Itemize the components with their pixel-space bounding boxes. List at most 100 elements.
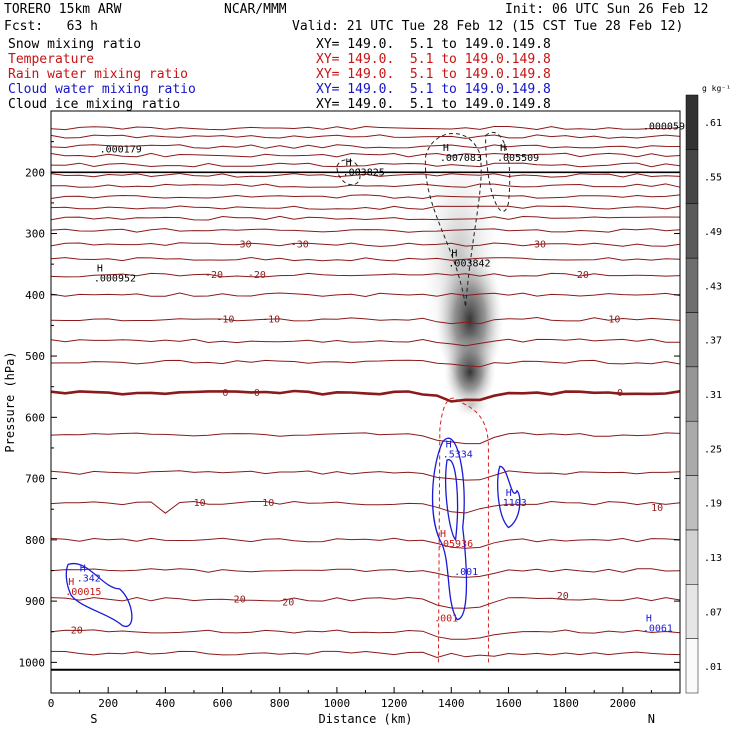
colorbar-label: .49 — [704, 227, 722, 238]
isotherm-line — [50, 272, 681, 278]
isotherm-label: -10 — [602, 314, 620, 325]
extremum-marker: H — [446, 440, 452, 451]
extremum-marker: H — [443, 143, 449, 154]
colorbar-label: .61 — [704, 118, 722, 129]
colorbar-cell — [685, 638, 699, 694]
x-tick-label: 600 — [213, 697, 233, 710]
extremum-marker: H — [646, 614, 652, 625]
x-tick-label: 200 — [98, 697, 118, 710]
isotherm-line — [50, 134, 681, 139]
extremum-label: .003842 — [448, 259, 490, 270]
isotherm-label: 0 — [222, 388, 228, 399]
isotherm-label: 10 — [194, 498, 206, 509]
extremum-label: 1103 — [503, 498, 527, 509]
colorbar-label: .19 — [704, 499, 722, 510]
isotherm-line — [50, 292, 681, 298]
x-axis-label: Distance (km) — [319, 712, 413, 726]
field-xy-snow: XY= 149.0. 5.1 to 149.0.149.8 — [316, 37, 551, 52]
extremum-label: .000059 — [643, 121, 685, 132]
colorbar-label: .01 — [704, 662, 722, 673]
isotherm-label: -20 — [205, 270, 223, 281]
colorbar-unit: g kg⁻¹ — [702, 84, 731, 93]
extremum-label: .0061 — [643, 624, 673, 635]
extremum-marker: H — [346, 157, 352, 168]
isotherm-label: 0 — [254, 388, 260, 399]
isotherm-label: 0 — [617, 388, 623, 399]
x-tick-label: 1400 — [438, 697, 465, 710]
y-tick-label: 400 — [25, 289, 45, 302]
x-tick-label: 2000 — [610, 697, 637, 710]
isotherm-line — [50, 338, 681, 347]
south-label: S — [90, 712, 97, 726]
cloud-contour-inner — [445, 459, 459, 542]
field-xy-cloud-water: XY= 149.0. 5.1 to 149.0.149.8 — [316, 82, 551, 97]
colorbar-label: .31 — [704, 390, 722, 401]
isotherm-label: -10 — [216, 314, 234, 325]
isotherm-line — [50, 629, 681, 640]
extremum-label: .003825 — [343, 167, 385, 178]
isotherm-label: 20 — [71, 626, 83, 637]
extremum-label: .00015 — [65, 587, 101, 598]
y-tick-label: 600 — [25, 411, 45, 424]
extremum-label: .000179 — [100, 145, 142, 156]
valid-time: Valid: 21 UTC Tue 28 Feb 12 (15 CST Tue … — [292, 19, 684, 34]
isotherm-label: -30 — [234, 240, 252, 251]
isotherm-line — [50, 242, 681, 247]
field-name-temperature: Temperature — [8, 52, 95, 67]
y-tick-label: 200 — [25, 166, 45, 179]
cloud-contour-main — [431, 437, 468, 621]
isotherm-label: 10 — [651, 503, 663, 514]
extremum-marker: H — [451, 249, 457, 260]
extremum-marker: H — [80, 564, 86, 575]
x-tick-label: 1000 — [324, 697, 351, 710]
cloud-contour-west — [65, 562, 133, 628]
colorbar-cell — [685, 94, 699, 150]
isotherm-label: 20 — [282, 597, 294, 608]
snow-contour-main — [425, 133, 482, 308]
isotherm-0 — [50, 389, 681, 403]
isotherm-line — [50, 144, 681, 149]
x-tick-label: 1600 — [495, 697, 522, 710]
isotherm-label: -20 — [248, 270, 266, 281]
y-tick-label: 700 — [25, 473, 45, 486]
y-tick-label: 300 — [25, 228, 45, 241]
rain-contour — [437, 397, 489, 663]
x-tick-label: 0 — [48, 697, 55, 710]
colorbar-label: .43 — [704, 281, 722, 292]
extremum-label: .001 — [434, 613, 458, 624]
x-tick-label: 800 — [270, 697, 290, 710]
isotherm-line — [51, 183, 681, 188]
isotherm-label: 10 — [262, 498, 274, 509]
isotherm-line — [50, 256, 681, 262]
extremum-marker: H — [506, 488, 512, 499]
extremum-label: .001 — [454, 567, 478, 578]
field-name-rain: Rain water mixing ratio — [8, 67, 189, 82]
colorbar-cell — [685, 149, 699, 204]
colorbar-cell — [685, 529, 699, 585]
isotherm-line — [50, 205, 681, 210]
isotherm-line — [50, 650, 681, 659]
plot-area — [51, 111, 680, 693]
extremum-marker: H — [68, 577, 74, 588]
extremum-label: .007083 — [440, 153, 482, 164]
init-time: Init: 06 UTC Sun 26 Feb 12 — [505, 2, 709, 17]
y-axis-label: Pressure (hPa) — [3, 351, 17, 452]
y-tick-label: 500 — [25, 350, 45, 363]
snow-contour-east — [485, 131, 511, 212]
field-xy-temperature: XY= 149.0. 5.1 to 149.0.149.8 — [316, 52, 551, 67]
north-label: N — [648, 712, 655, 726]
isotherm-line — [50, 500, 681, 514]
isotherm-line — [50, 432, 681, 445]
colorbar-label: .55 — [704, 173, 722, 184]
colorbar-cell — [685, 366, 699, 422]
field-name-cloud-water: Cloud water mixing ratio — [8, 82, 196, 97]
x-tick-label: 400 — [155, 697, 175, 710]
isotherm-label: 20 — [557, 591, 569, 602]
colorbar-cell — [685, 257, 699, 313]
colorbar-label: .07 — [704, 607, 722, 618]
isotherm-line — [50, 228, 681, 233]
isotherm-line — [50, 537, 681, 549]
isotherm-line — [50, 359, 681, 368]
y-tick-label: 800 — [25, 534, 45, 547]
